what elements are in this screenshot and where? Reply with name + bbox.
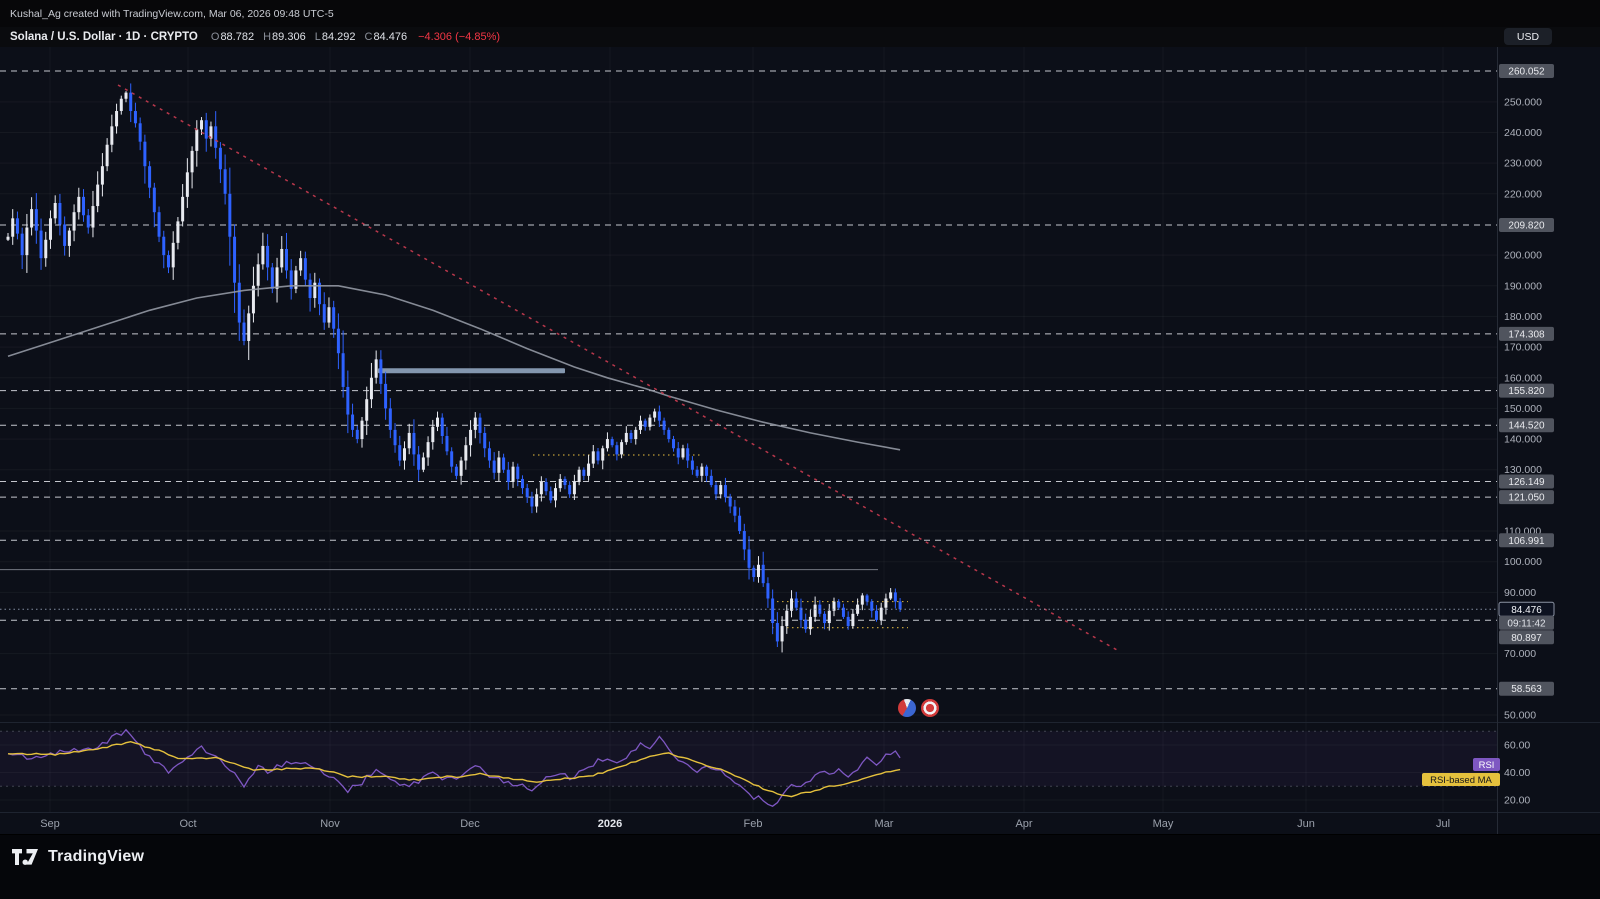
thick-resistance-line xyxy=(378,368,565,374)
svg-text:40.00: 40.00 xyxy=(1504,767,1530,779)
svg-text:160.000: 160.000 xyxy=(1504,372,1542,384)
svg-text:170.000: 170.000 xyxy=(1504,342,1542,354)
svg-text:90.000: 90.000 xyxy=(1504,587,1536,599)
ohlc-close-key: C xyxy=(364,31,373,43)
svg-text:100.000: 100.000 xyxy=(1504,556,1542,568)
target-sticker-icon[interactable] xyxy=(921,699,939,717)
svg-text:Mar: Mar xyxy=(875,818,894,830)
ohlc-low-value: 84.292 xyxy=(321,31,356,43)
svg-text:Nov: Nov xyxy=(320,818,340,830)
ohlc-open: O88.782 xyxy=(211,31,254,43)
ohlc-open-key: O xyxy=(210,31,220,43)
svg-text:130.000: 130.000 xyxy=(1504,464,1542,476)
svg-text:150.000: 150.000 xyxy=(1504,403,1542,415)
rsi-ma-line[interactable] xyxy=(7,740,901,798)
svg-text:20.00: 20.00 xyxy=(1504,795,1530,807)
ohlc-high: H89.306 xyxy=(263,31,306,43)
svg-text:126.149: 126.149 xyxy=(1508,477,1545,488)
ohlc-high-value: 89.306 xyxy=(272,31,306,43)
svg-text:50.000: 50.000 xyxy=(1504,710,1536,722)
svg-text:Dec: Dec xyxy=(460,818,480,830)
svg-text:Jul: Jul xyxy=(1436,818,1450,830)
time-axis[interactable]: Sep Oct Nov Dec 2026 Feb Mar Apr May Jun Jul xyxy=(40,818,1450,830)
rsi-band-fill xyxy=(0,731,1497,787)
ohlc-low: L84.292 xyxy=(315,31,356,43)
symbol-title[interactable]: Solana / U.S. Dollar · 1D · CRYPTO xyxy=(10,31,198,43)
svg-text:174.308: 174.308 xyxy=(1508,329,1545,340)
rsi-pane[interactable] xyxy=(0,728,1497,807)
ma-line[interactable] xyxy=(7,284,901,451)
price-change: −4.306 (−4.85%) xyxy=(418,31,501,43)
svg-text:RSI: RSI xyxy=(1479,760,1495,771)
attribution-bar: Kushal_Ag created with TradingView.com, … xyxy=(0,0,1600,27)
currency-unit-button[interactable]: USD xyxy=(1504,28,1552,45)
svg-text:70.000: 70.000 xyxy=(1504,648,1536,660)
svg-text:Jun: Jun xyxy=(1297,818,1315,830)
indicator-label-rsi[interactable] xyxy=(1473,758,1500,771)
svg-text:84.476: 84.476 xyxy=(1511,605,1542,616)
svg-text:250.000: 250.000 xyxy=(1504,96,1542,108)
svg-text:80.897: 80.897 xyxy=(1511,633,1542,644)
candles-layer xyxy=(6,83,902,653)
ohlc-high-key: H xyxy=(263,31,272,43)
svg-text:106.991: 106.991 xyxy=(1508,536,1545,547)
svg-text:May: May xyxy=(1153,818,1174,830)
svg-text:RSI-based MA: RSI-based MA xyxy=(1430,775,1492,786)
ohlc-low-key: L xyxy=(314,31,321,43)
ball-sticker-icon[interactable] xyxy=(898,699,916,717)
footer-bar: TradingView xyxy=(0,835,1600,899)
svg-text:200.000: 200.000 xyxy=(1504,250,1542,262)
price-axis[interactable]: 250.000 240.000 230.000 220.000 200.000 190.0… xyxy=(1422,64,1555,807)
svg-text:121.050: 121.050 xyxy=(1508,493,1545,504)
svg-text:Apr: Apr xyxy=(1015,818,1032,830)
svg-text:240.000: 240.000 xyxy=(1504,127,1542,139)
svg-text:209.820: 209.820 xyxy=(1508,221,1545,232)
price-level-lines[interactable] xyxy=(0,70,1497,690)
ohlc-open-value: 88.782 xyxy=(220,31,255,43)
svg-text:260.052: 260.052 xyxy=(1508,67,1545,78)
svg-text:09:11:42: 09:11:42 xyxy=(1507,618,1546,629)
svg-text:230.000: 230.000 xyxy=(1504,158,1542,170)
svg-text:180.000: 180.000 xyxy=(1504,311,1542,323)
symbol-info-bar: Solana / U.S. Dollar · 1D · CRYPTO O88.7… xyxy=(0,27,1600,47)
svg-text:155.820: 155.820 xyxy=(1508,386,1545,397)
tradingview-brand-text[interactable]: TradingView xyxy=(48,848,145,865)
svg-text:220.000: 220.000 xyxy=(1504,188,1542,200)
svg-text:140.000: 140.000 xyxy=(1504,434,1542,446)
drawings-layer[interactable] xyxy=(0,368,908,629)
svg-text:58.563: 58.563 xyxy=(1511,684,1542,695)
indicator-label-rsi-based-ma[interactable] xyxy=(1422,773,1500,786)
rsi-line[interactable] xyxy=(7,728,901,807)
svg-text:2026: 2026 xyxy=(598,818,622,830)
svg-text:190.000: 190.000 xyxy=(1504,280,1542,292)
tradingview-logo-icon[interactable] xyxy=(12,849,39,865)
chart-background xyxy=(0,47,1600,834)
svg-text:Sep: Sep xyxy=(40,818,60,830)
ohlc-close: C84.476 xyxy=(364,31,407,43)
svg-text:Feb: Feb xyxy=(744,818,763,830)
svg-text:Oct: Oct xyxy=(179,818,196,830)
attribution-text: Kushal_Ag created with TradingView.com, … xyxy=(10,7,334,20)
svg-text:144.520: 144.520 xyxy=(1508,421,1545,432)
ohlc-close-value: 84.476 xyxy=(373,31,408,43)
svg-text:60.00: 60.00 xyxy=(1504,740,1530,752)
